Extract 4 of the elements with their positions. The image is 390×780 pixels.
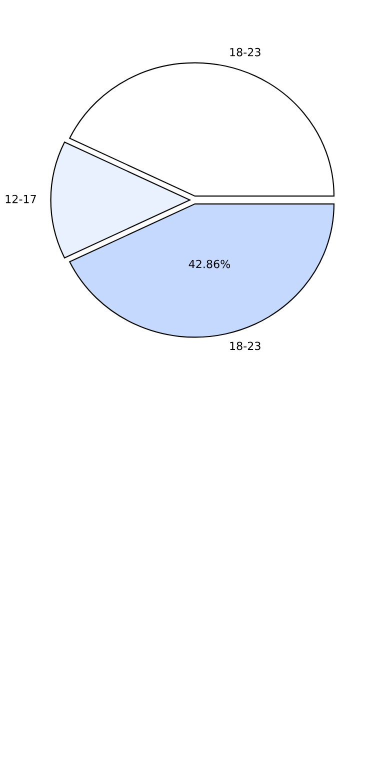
- data-label: 42.86%: [188, 260, 230, 268]
- slice-label: 18-23: [230, 342, 260, 350]
- slice-label: 18-23: [230, 48, 260, 56]
- slice-label: 12-17: [6, 194, 36, 204]
